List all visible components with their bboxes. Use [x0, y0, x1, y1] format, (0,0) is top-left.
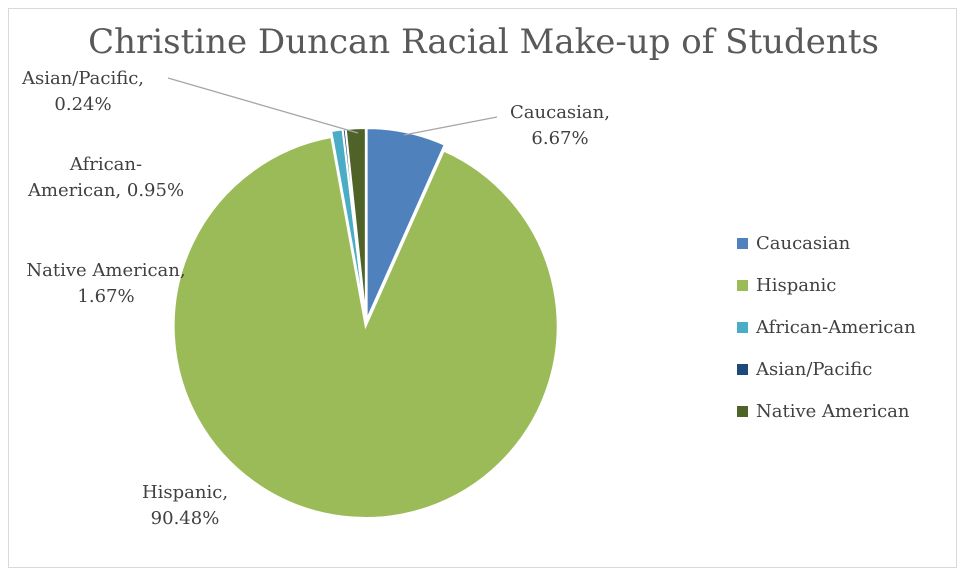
data-label-native-american: Native American, 1.67%: [8, 258, 204, 310]
data-label-line: 0.24%: [54, 94, 112, 115]
data-label-caucasian: Caucasian, 6.67%: [505, 100, 615, 152]
leader-line: [167, 77, 359, 134]
legend-label: Asian/Pacific: [756, 358, 873, 380]
data-label-asian-pacific: Asian/Pacific, 0.24%: [8, 66, 158, 118]
data-label-line: 90.48%: [150, 508, 220, 529]
legend-swatch: [737, 279, 748, 291]
legend-item-caucasian: Caucasian: [737, 222, 916, 264]
legend-swatch: [737, 237, 748, 249]
legend-swatch: [737, 405, 748, 417]
leader-line: [403, 116, 498, 136]
data-label-line: African-: [69, 154, 143, 175]
data-label-line: Hispanic,: [141, 482, 229, 503]
legend-label: Native American: [756, 400, 910, 422]
legend-item-african-american: African-American: [737, 306, 916, 348]
legend-swatch: [737, 321, 748, 333]
pie-slice-hispanic: [172, 135, 559, 519]
data-label-hispanic: Hispanic, 90.48%: [120, 480, 250, 532]
legend-item-native-american: Native American: [737, 390, 916, 432]
chart-title: Christine Duncan Racial Make-up of Stude…: [88, 22, 879, 62]
data-label-line: Caucasian,: [510, 102, 610, 123]
legend: Caucasian Hispanic African-American Asian/P…: [737, 222, 916, 432]
legend-label: Caucasian: [756, 232, 851, 254]
legend-item-asian-pacific: Asian/Pacific: [737, 348, 916, 390]
legend-swatch: [737, 363, 748, 375]
data-label-line: Native American,: [26, 260, 186, 281]
data-label-line: American, 0.95%: [27, 180, 185, 201]
data-label-african-american: African- American, 0.95%: [8, 152, 204, 204]
data-label-line: 1.67%: [77, 286, 135, 307]
data-label-line: Asian/Pacific,: [21, 68, 145, 89]
legend-label: African-American: [756, 316, 916, 338]
legend-item-hispanic: Hispanic: [737, 264, 916, 306]
data-label-line: 6.67%: [531, 128, 589, 149]
legend-label: Hispanic: [756, 274, 837, 296]
